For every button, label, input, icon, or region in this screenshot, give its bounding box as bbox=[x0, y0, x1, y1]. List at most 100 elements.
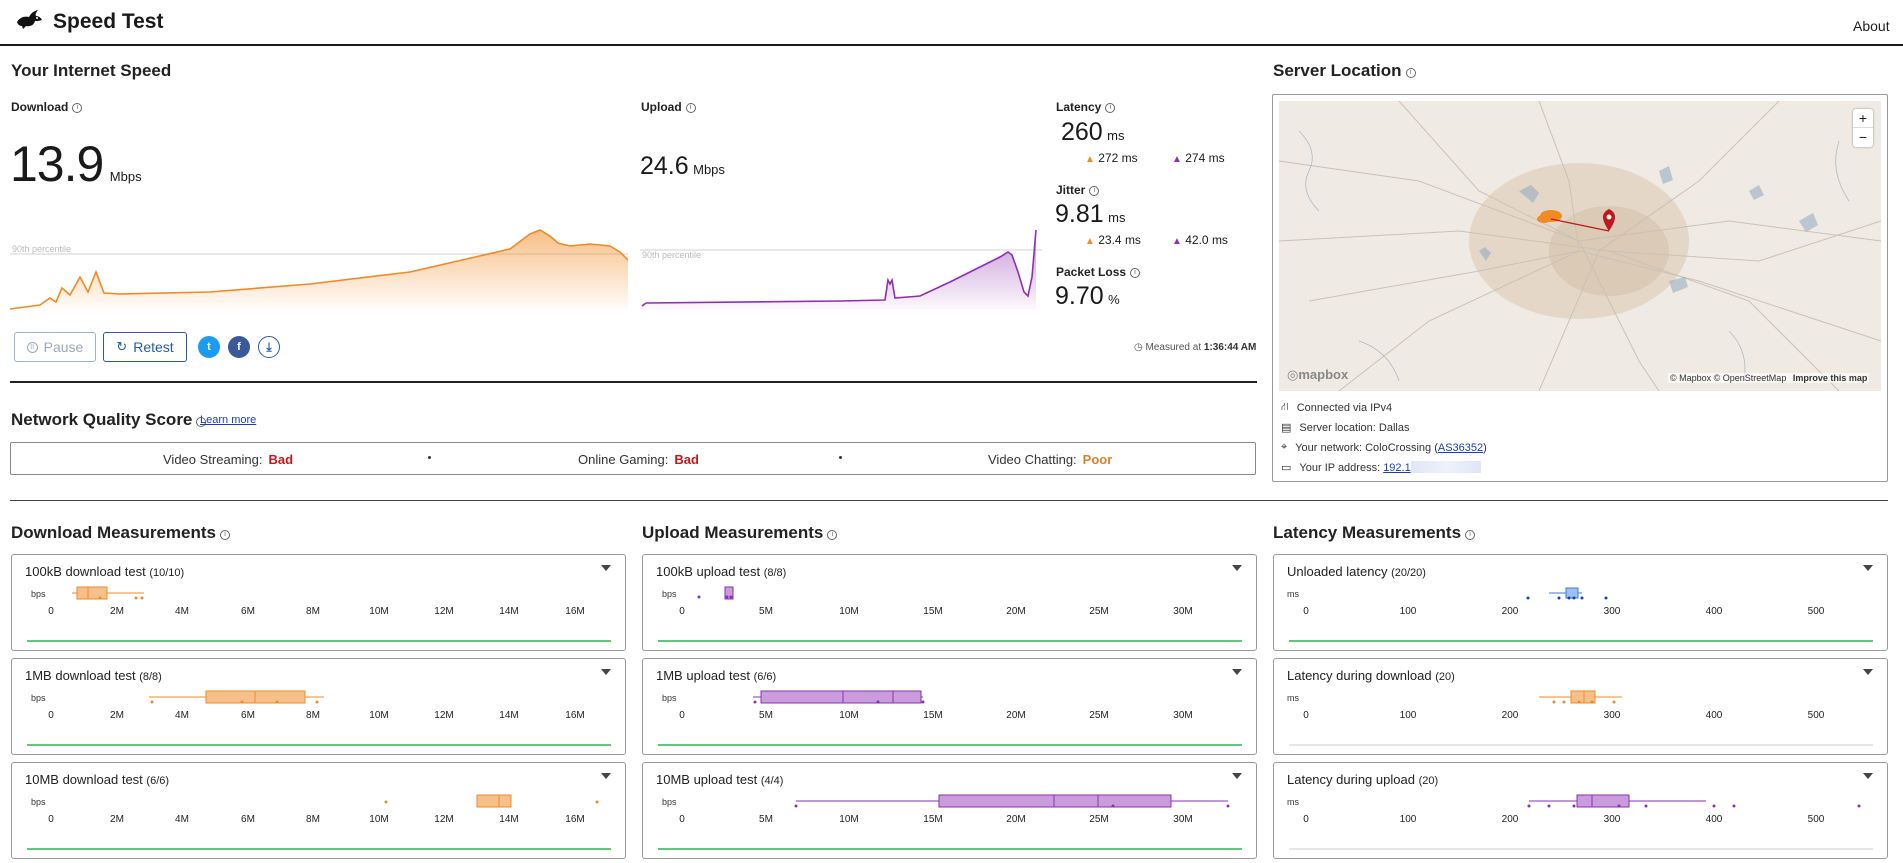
chevron-down-icon[interactable] bbox=[601, 773, 611, 779]
chevron-down-icon[interactable] bbox=[1232, 565, 1242, 571]
asn-link[interactable]: AS36352 bbox=[1437, 441, 1484, 454]
measurement-card[interactable]: 10MB upload test (4/4) bps 0 5M 10M 15M 20M 2… bbox=[642, 762, 1257, 859]
mapbox-logo[interactable]: ◎mapbox bbox=[1287, 367, 1348, 383]
learn-more-link[interactable]: Learn more bbox=[200, 414, 257, 426]
server-map[interactable] bbox=[1279, 101, 1881, 391]
nqs-item-label: Online Gaming: bbox=[578, 452, 669, 467]
app-title: Speed Test bbox=[53, 10, 164, 33]
svg-text:5M: 5M bbox=[759, 710, 773, 721]
about-link[interactable]: About bbox=[1853, 18, 1890, 34]
chevron-down-icon[interactable] bbox=[601, 669, 611, 675]
download-value: 13.9 Mbps bbox=[10, 135, 142, 193]
info-icon[interactable]: i bbox=[1130, 268, 1141, 278]
svg-text:500: 500 bbox=[1808, 710, 1825, 721]
svg-text:30M: 30M bbox=[1173, 710, 1192, 721]
svg-text:0: 0 bbox=[1303, 606, 1309, 617]
map-attribution-text[interactable]: © Mapbox © OpenStreetMap bbox=[1670, 373, 1787, 383]
box bbox=[938, 794, 1172, 808]
download-label: Download i bbox=[11, 100, 83, 114]
measurement-card[interactable]: Unloaded latency (20/20) ms 0 100 200 300 40… bbox=[1273, 554, 1888, 651]
box-plot: ms 0 100 200 300 400 500 bbox=[1287, 794, 1873, 850]
svg-text:8M: 8M bbox=[306, 710, 320, 721]
retest-button[interactable]: ↻ Retest bbox=[103, 332, 187, 362]
jitter-download: ▲ 23.4 ms bbox=[1085, 233, 1141, 247]
upload-area bbox=[642, 230, 1036, 310]
card-count: (6/6) bbox=[753, 671, 777, 683]
svg-text:16M: 16M bbox=[565, 710, 584, 721]
chevron-down-icon[interactable] bbox=[1232, 669, 1242, 675]
svg-text:6M: 6M bbox=[241, 710, 255, 721]
divider bbox=[10, 500, 1888, 501]
zoom-out-button[interactable]: − bbox=[1858, 129, 1868, 145]
card-title: Latency during upload (20) bbox=[1287, 772, 1438, 787]
upload-measurements-title-text: Upload Measurements bbox=[642, 523, 824, 542]
upload-value: 24.6 Mbps bbox=[640, 152, 725, 181]
nqs-online-gaming: Online Gaming: Bad bbox=[578, 452, 699, 467]
axis-unit-label: ms bbox=[1287, 797, 1299, 807]
measurement-card[interactable]: Latency during download (20) ms 0 100 200 3… bbox=[1273, 658, 1888, 755]
chevron-down-icon[interactable] bbox=[1232, 773, 1242, 779]
server-location-row: ▤ Server location: Dallas bbox=[1281, 421, 1410, 435]
zoom-in-button[interactable]: + bbox=[1853, 109, 1873, 128]
info-icon[interactable]: i bbox=[827, 530, 838, 540]
ip-row: ▭ Your IP address: 192.1 bbox=[1281, 461, 1481, 474]
latency-download: ▲ 272 ms bbox=[1085, 151, 1138, 165]
server-location-text: Server location: Dallas bbox=[1299, 421, 1410, 434]
latency-measurements-title: Latency Measurements i bbox=[1273, 523, 1476, 543]
card-count: (6/6) bbox=[146, 775, 170, 787]
latency-label-text: Latency bbox=[1056, 100, 1102, 114]
jitter-upload: ▲ 42.0 ms bbox=[1172, 233, 1228, 247]
measurement-card[interactable]: 100kB download test (10/10) bps 0 2M 4M 6M 8… bbox=[11, 554, 626, 651]
box-plot: bps 0 5M 10M 15M 20M 25M 30M bbox=[658, 690, 1242, 746]
card-title-text: Unloaded latency bbox=[1287, 564, 1388, 579]
clock-icon: ◷ bbox=[1134, 342, 1143, 353]
chevron-down-icon[interactable] bbox=[601, 565, 611, 571]
svg-text:25M: 25M bbox=[1089, 606, 1108, 617]
facebook-share-icon[interactable]: f bbox=[228, 336, 250, 358]
upload-unit: Mbps bbox=[693, 162, 725, 177]
svg-text:2M: 2M bbox=[110, 814, 124, 825]
axis-ticks: 0 2M 4M 6M 8M 10M 12M 14M 16M bbox=[48, 814, 585, 825]
measurement-card[interactable]: 1MB download test (8/8) bps 0 2M 4M 6M 8M 10M… bbox=[11, 658, 626, 755]
info-icon[interactable]: i bbox=[196, 417, 207, 427]
svg-text:20M: 20M bbox=[1006, 710, 1025, 721]
chevron-down-icon[interactable] bbox=[1863, 565, 1873, 571]
measurement-card[interactable]: 1MB upload test (6/6) bps 0 5M 10M 15M 20M 25… bbox=[642, 658, 1257, 755]
axis-ticks: 0 100 200 300 400 500 bbox=[1303, 814, 1825, 825]
svg-text:200: 200 bbox=[1502, 814, 1519, 825]
chevron-down-icon[interactable] bbox=[1863, 773, 1873, 779]
jitter-upload-value: 42.0 ms bbox=[1185, 233, 1228, 247]
packet-loss-value: 9.70 % bbox=[1055, 282, 1120, 311]
measurement-card[interactable]: Latency during upload (20) ms 0 100 200 300… bbox=[1273, 762, 1888, 859]
box-plot: bps 0 2M 4M 6M 8M 10M 12M 14M 16M bbox=[27, 794, 611, 850]
axis-unit-label: bps bbox=[31, 589, 46, 599]
info-icon[interactable]: i bbox=[1405, 68, 1416, 78]
ip-link[interactable]: 192.1 bbox=[1383, 462, 1411, 474]
download-results-icon[interactable]: ⤓ bbox=[258, 336, 280, 358]
measurement-card[interactable]: 10MB download test (6/6) bps 0 2M 4M 6M 8M 10… bbox=[11, 762, 626, 859]
packet-loss-number: 9.70 bbox=[1055, 282, 1104, 310]
pause-button[interactable]: II Pause bbox=[14, 332, 96, 362]
svg-text:100: 100 bbox=[1400, 606, 1417, 617]
ip-blur bbox=[1410, 461, 1481, 473]
svg-text:5M: 5M bbox=[759, 814, 773, 825]
twitter-share-icon[interactable]: t bbox=[198, 336, 220, 358]
chevron-down-icon[interactable] bbox=[1863, 669, 1873, 675]
card-title: 100kB download test (10/10) bbox=[25, 564, 184, 579]
info-icon[interactable]: i bbox=[1089, 186, 1100, 196]
info-icon[interactable]: i bbox=[1465, 530, 1476, 540]
nqs-item-label: Video Streaming: bbox=[163, 452, 263, 467]
measured-at-prefix: Measured at bbox=[1145, 342, 1202, 353]
svg-text:25M: 25M bbox=[1089, 814, 1108, 825]
info-icon[interactable]: i bbox=[72, 103, 83, 113]
info-icon[interactable]: i bbox=[1105, 103, 1116, 113]
measurement-card[interactable]: 100kB upload test (8/8) bps 0 5M 10M 15M 20M… bbox=[642, 554, 1257, 651]
info-icon[interactable]: i bbox=[685, 103, 696, 113]
improve-map-link[interactable]: Improve this map bbox=[1792, 373, 1868, 383]
svg-text:20M: 20M bbox=[1006, 814, 1025, 825]
upload-person-icon: ▲ bbox=[1172, 154, 1182, 165]
box-plot: bps 0 2M 4M 6M 8M 10M 12M 14M 16M bbox=[27, 690, 611, 746]
box bbox=[76, 586, 108, 600]
info-icon[interactable]: i bbox=[220, 530, 230, 540]
download-measurements-title: Download Measurements i bbox=[11, 523, 230, 543]
